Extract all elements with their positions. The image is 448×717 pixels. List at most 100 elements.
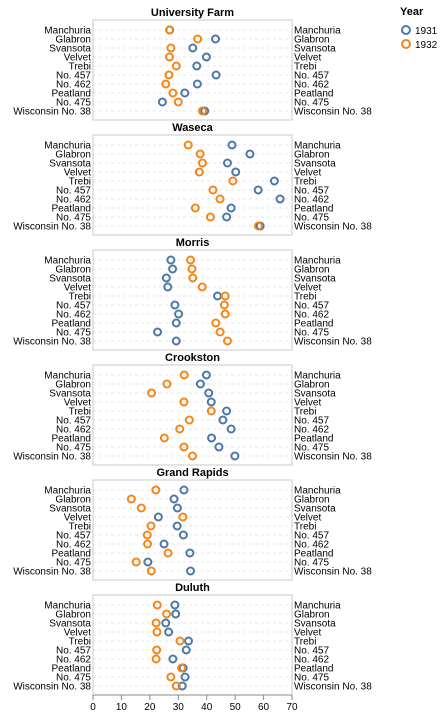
point-1932-waseca-no-457	[208, 185, 218, 195]
y-tick-label-left: Peatland	[52, 204, 91, 215]
panel-frame	[92, 364, 293, 466]
point-1932-waseca-glabron	[195, 149, 205, 159]
point-1931-duluth-manchuria	[170, 600, 180, 610]
point-1931-university-farm-velvet	[201, 52, 211, 62]
y-tick-label-left: No. 475	[56, 328, 91, 339]
y-tick-label-right: Manchuria	[294, 256, 341, 267]
y-tick-label-left: Svansota	[49, 504, 91, 515]
point-1931-grand-rapids-manchuria	[179, 485, 189, 495]
y-tick-label-right: Trebi	[294, 522, 316, 533]
point-1931-grand-rapids-velvet	[153, 512, 163, 522]
y-tick-label-right: Trebi	[294, 177, 316, 188]
y-tick-label-right: No. 457	[294, 416, 329, 427]
y-tick-label-right: Trebi	[294, 637, 316, 648]
y-tick-label-left: No. 457	[56, 646, 91, 657]
y-tick-label-left: Trebi	[69, 637, 91, 648]
point-1932-university-farm-velvet	[164, 52, 174, 62]
y-tick-label-left: No. 475	[56, 443, 91, 454]
point-1932-duluth-trebi	[175, 636, 185, 646]
y-tick-label-right: Manchuria	[294, 26, 341, 37]
y-tick-label-right: No. 462	[294, 425, 329, 436]
y-tick-label-right: Velvet	[294, 513, 321, 524]
y-tick-label-right: No. 462	[294, 80, 329, 91]
y-tick-label-left: Velvet	[64, 53, 91, 64]
point-1931-university-farm-no-462	[192, 79, 202, 89]
point-1932-grand-rapids-peatland	[163, 548, 173, 558]
y-tick-label-left: Trebi	[69, 292, 91, 303]
point-1932-crookston-no-462	[175, 424, 185, 434]
y-tick-label-right: Velvet	[294, 283, 321, 294]
point-1932-university-farm-glabron	[193, 34, 203, 44]
y-tick-label-left: Manchuria	[44, 601, 91, 612]
point-1931-duluth-trebi	[184, 636, 194, 646]
point-1931-university-farm-svansota	[188, 43, 198, 53]
y-tick-label-right: Svansota	[294, 44, 336, 55]
point-1932-grand-rapids-manchuria	[151, 485, 161, 495]
y-tick-label-right: Svansota	[294, 619, 336, 630]
y-tick-label-left: Wisconsin No. 38	[13, 567, 91, 578]
panel-title-morris: Morris	[176, 237, 210, 249]
point-1932-waseca-wisconsin-no-38	[253, 221, 263, 231]
point-1931-morris-velvet	[163, 282, 173, 292]
y-tick-label-left: Trebi	[69, 177, 91, 188]
point-1931-university-farm-no-475	[157, 97, 167, 107]
y-tick-label-right: No. 457	[294, 531, 329, 542]
y-tick-label-left: Velvet	[64, 628, 91, 639]
y-tick-label-right: No. 475	[294, 673, 329, 684]
point-1931-grand-rapids-no-462	[159, 539, 169, 549]
y-tick-label-right: Velvet	[294, 168, 321, 179]
y-tick-label-left: No. 462	[56, 80, 91, 91]
point-1931-duluth-svansota	[161, 618, 171, 628]
point-1931-morris-peatland	[171, 318, 181, 328]
legend-label-1931: 1931	[415, 26, 438, 37]
point-1932-duluth-no-457	[152, 645, 162, 655]
point-1932-duluth-peatland	[177, 663, 187, 673]
point-1932-university-farm-manchuria	[164, 25, 174, 35]
y-tick-label-left: Wisconsin No. 38	[13, 682, 91, 693]
point-1932-morris-no-462	[220, 309, 230, 319]
point-1931-waseca-trebi	[269, 176, 279, 186]
y-tick-label-right: Velvet	[294, 628, 321, 639]
y-tick-label-right: Manchuria	[294, 141, 341, 152]
y-tick-label-left: Manchuria	[44, 141, 91, 152]
y-tick-label-right: No. 462	[294, 540, 329, 551]
point-1932-morris-svansota	[188, 273, 198, 283]
point-1932-morris-velvet	[197, 282, 207, 292]
y-tick-label-left: Glabron	[55, 150, 91, 161]
point-1932-duluth-manchuria	[152, 600, 162, 610]
point-1931-morris-no-475	[153, 327, 163, 337]
y-tick-label-right: Wisconsin No. 38	[294, 567, 372, 578]
y-tick-label-left: Peatland	[52, 319, 91, 330]
y-tick-label-left: Manchuria	[44, 371, 91, 382]
y-tick-label-right: Wisconsin No. 38	[294, 222, 372, 233]
y-tick-label-right: Peatland	[294, 319, 333, 330]
point-1932-waseca-velvet	[194, 167, 204, 177]
point-1931-morris-svansota	[161, 273, 171, 283]
panel-title-duluth: Duluth	[175, 582, 210, 594]
point-1931-waseca-no-475	[222, 212, 232, 222]
point-1932-university-farm-wisconsin-no-38	[197, 106, 207, 116]
point-1932-crookston-peatland	[159, 433, 169, 443]
point-1931-grand-rapids-no-475	[143, 557, 153, 567]
point-1932-grand-rapids-no-475	[131, 557, 141, 567]
point-1932-crookston-glabron	[162, 379, 172, 389]
y-tick-label-left: Manchuria	[44, 256, 91, 267]
point-1931-waseca-no-462	[275, 194, 285, 204]
point-1931-waseca-glabron	[245, 149, 255, 159]
y-tick-label-right: Peatland	[294, 434, 333, 445]
panel-title-grand-rapids: Grand Rapids	[156, 467, 228, 479]
point-1932-university-farm-svansota	[166, 43, 176, 53]
y-tick-label-right: Glabron	[294, 265, 330, 276]
y-tick-label-left: Svansota	[49, 389, 91, 400]
y-tick-label-right: Trebi	[294, 292, 316, 303]
y-tick-label-left: No. 457	[56, 186, 91, 197]
y-tick-label-left: No. 457	[56, 416, 91, 427]
point-1932-grand-rapids-velvet	[178, 512, 188, 522]
point-1931-grand-rapids-wisconsin-no-38	[186, 566, 196, 576]
y-tick-label-right: No. 457	[294, 186, 329, 197]
y-tick-label-right: No. 457	[294, 71, 329, 82]
y-tick-label-left: Peatland	[52, 434, 91, 445]
point-1932-waseca-peatland	[190, 203, 200, 213]
panel-frame	[92, 134, 293, 236]
